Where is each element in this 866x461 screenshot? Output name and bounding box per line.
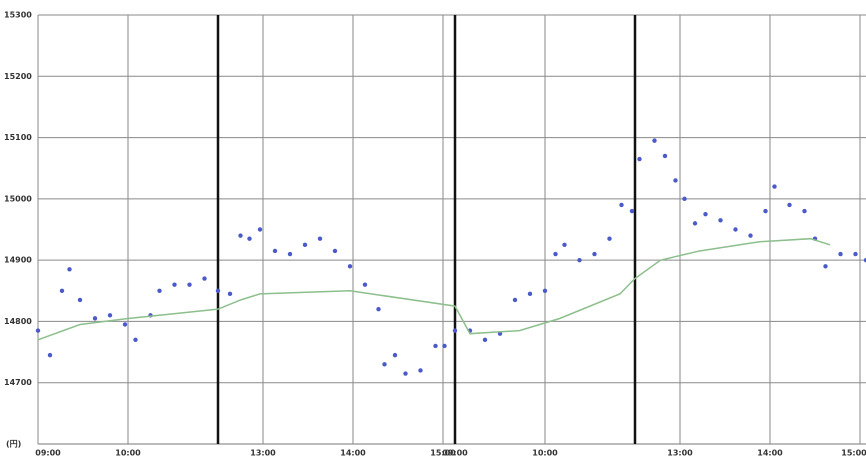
price-dot: [287, 251, 293, 257]
x-tick-label: 09:00: [35, 449, 61, 458]
y-tick-label: 14700: [4, 378, 32, 387]
x-tick-label: 15:00: [430, 449, 456, 458]
price-dot: [133, 337, 138, 343]
price-dot: [442, 343, 447, 349]
price-dot: [577, 257, 582, 263]
price-dot: [376, 306, 381, 312]
price-dot: [332, 248, 338, 254]
price-dot: [748, 233, 753, 238]
price-dot: [553, 251, 558, 257]
y-tick-label: 14800: [4, 317, 32, 326]
price-dot: [682, 196, 687, 202]
x-tick-label: 13:00: [667, 449, 693, 458]
y-tick-label: 14900: [4, 256, 32, 265]
average-line: [37, 237, 831, 341]
x-tick-label: 15:00: [841, 449, 866, 458]
price-dot: [122, 322, 128, 327]
price-dot: [863, 257, 866, 263]
price-dot: [763, 208, 768, 214]
price-dot: [452, 328, 458, 333]
price-dot: [562, 242, 567, 248]
price-dot: [629, 208, 635, 214]
y-tick-label: 15000: [4, 194, 32, 203]
y-tick-label: 15100: [4, 133, 32, 142]
price-dot: [47, 352, 53, 358]
price-dot: [512, 297, 518, 303]
price-dot: [35, 328, 41, 333]
price-dot: [392, 352, 398, 358]
x-tick-label: 10:00: [532, 449, 558, 458]
price-dot: [802, 208, 807, 214]
price-dot: [662, 153, 668, 159]
price-dot: [482, 337, 488, 343]
price-dot: [853, 251, 858, 257]
x-tick-label: 09:00: [442, 449, 468, 458]
price-dot: [347, 264, 353, 269]
price-dot: [592, 251, 597, 257]
y-tick-label: 15300: [4, 11, 32, 20]
price-dot: [272, 248, 278, 254]
price-dot: [823, 264, 828, 269]
price-dot: [772, 184, 777, 189]
price-dot: [92, 316, 98, 321]
price-dot: [317, 236, 323, 241]
price-dot: [227, 291, 233, 297]
price-dot: [418, 368, 423, 373]
price-dot: [637, 156, 642, 162]
price-dot: [787, 202, 792, 208]
price-dot: [607, 236, 612, 241]
price-dot: [838, 251, 843, 257]
x-tick-label: 10:00: [115, 449, 141, 458]
price-dot: [673, 178, 678, 183]
x-tick-label: 14:00: [757, 449, 783, 458]
price-dot: [67, 267, 72, 272]
price-dot: [257, 227, 263, 232]
price-dot: [362, 282, 368, 287]
price-dot: [157, 288, 162, 293]
price-dot: [542, 288, 548, 293]
price-dot: [107, 313, 113, 318]
price-dot: [403, 371, 408, 376]
price-dot: [718, 218, 723, 223]
price-dot: [703, 211, 708, 217]
price-dot: [172, 282, 177, 287]
price-dot: [215, 288, 221, 293]
y-unit-label: (円): [6, 440, 21, 449]
price-dot: [692, 221, 698, 226]
price-dot: [187, 282, 192, 287]
price-dot: [652, 138, 657, 143]
price-dot: [202, 276, 207, 281]
price-dot: [238, 233, 243, 238]
price-dot: [247, 236, 252, 241]
price-dot: [77, 297, 83, 303]
price-dot: [527, 291, 533, 297]
price-dot: [433, 343, 438, 349]
price-dot: [302, 242, 308, 248]
price-dot: [59, 288, 65, 293]
x-tick-label: 13:00: [250, 449, 276, 458]
price-dot: [382, 362, 387, 367]
y-tick-label: 15200: [4, 72, 32, 81]
x-tick-label: 14:00: [340, 449, 366, 458]
price-dot: [733, 227, 738, 232]
price-dot: [619, 202, 624, 208]
